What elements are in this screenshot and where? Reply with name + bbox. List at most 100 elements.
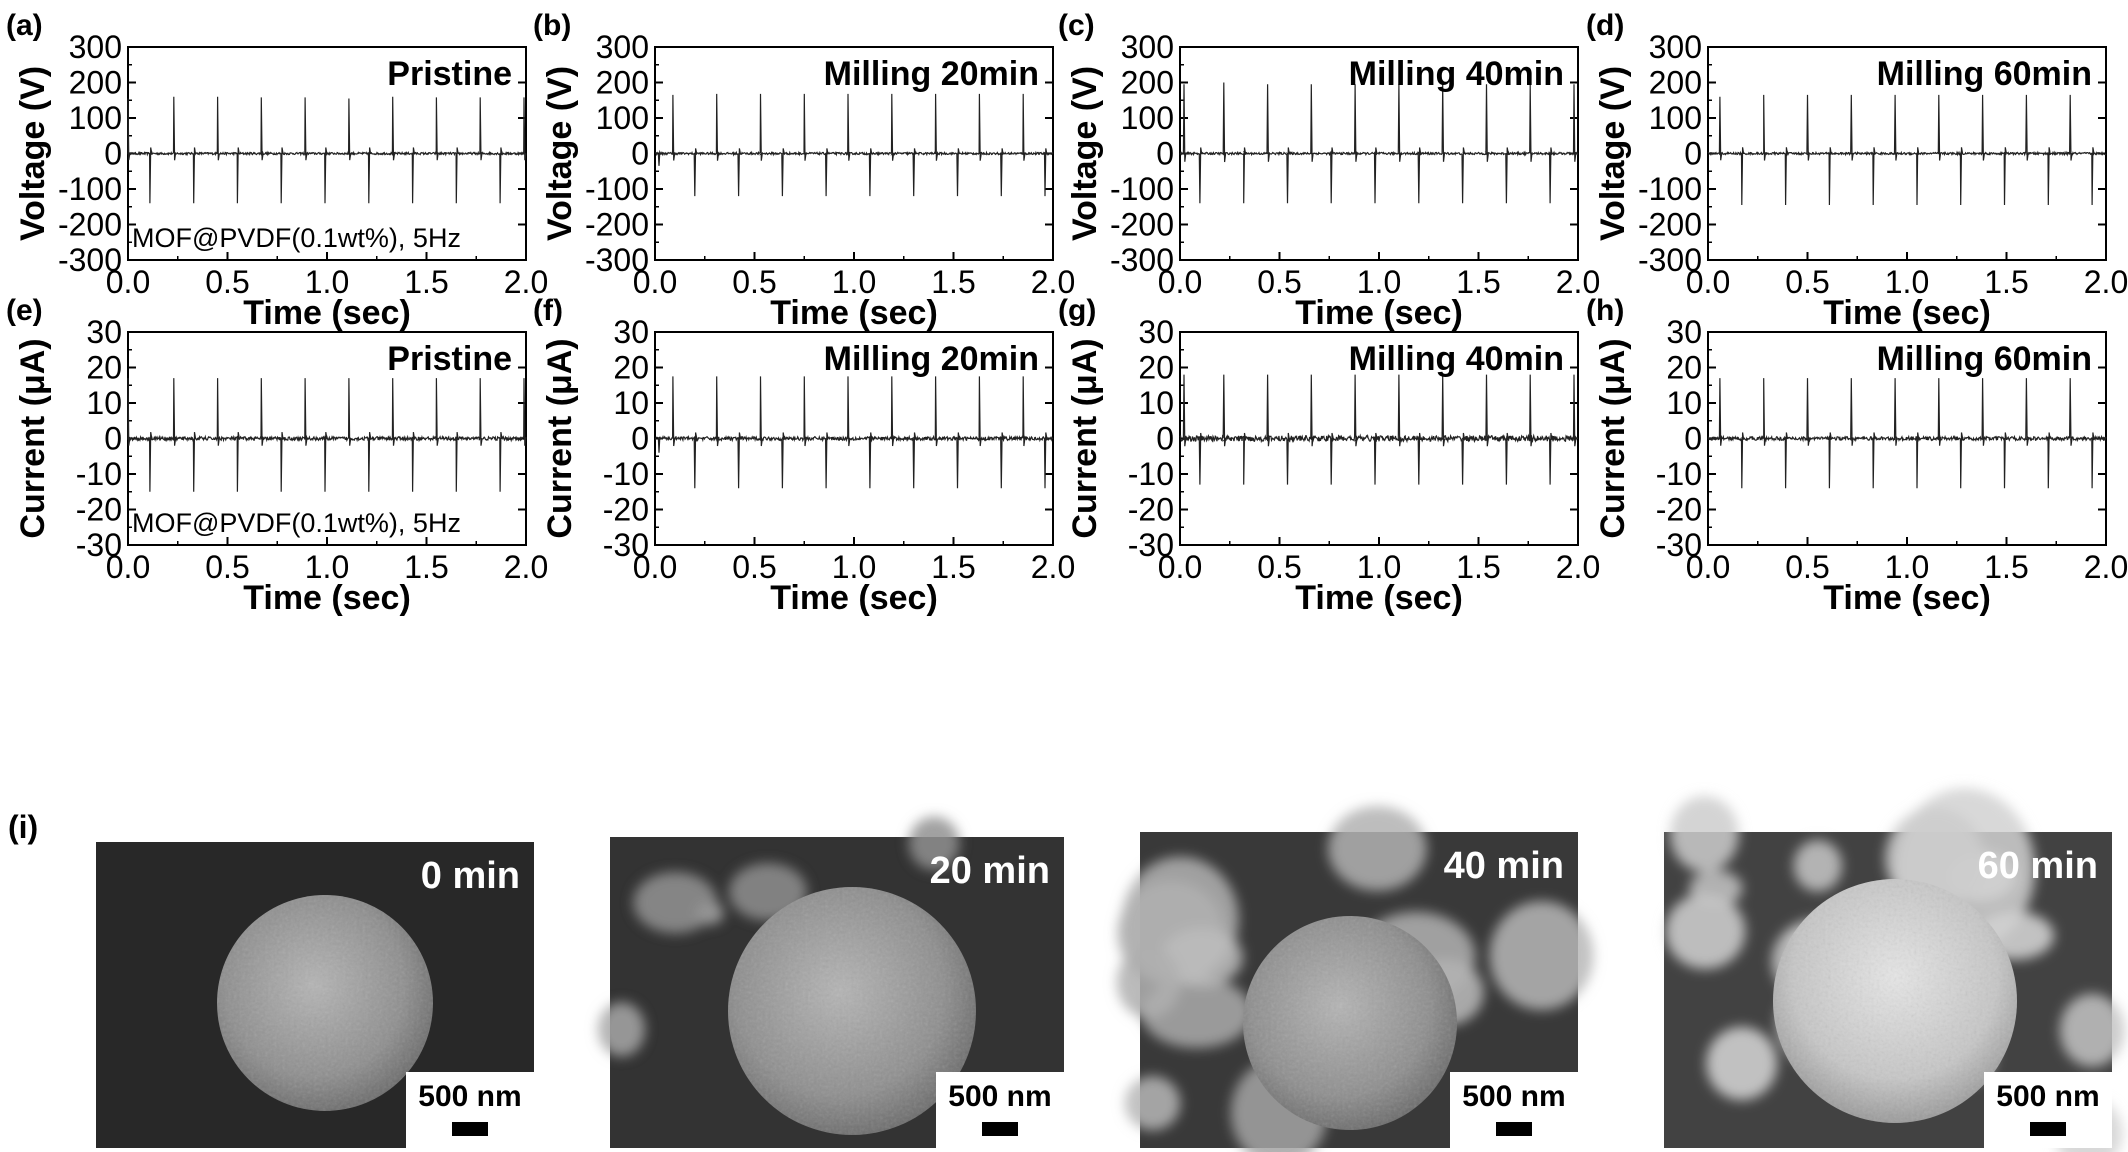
sem-image-40-min: 40 min 500 nm [1116,806,1594,1152]
x-tick-label: 0.0 [633,549,677,585]
y-tick-label: -100 [585,171,649,207]
panel-label: (d) [1586,9,1624,42]
x-tick-label: 0.5 [1785,264,1829,300]
x-axis-title: Time (sec) [770,294,938,332]
y-tick-label: 20 [1666,350,1702,386]
y-tick-label: 100 [596,100,649,136]
x-tick-label: 1.5 [1984,549,2028,585]
x-tick-label: 1.0 [832,549,876,585]
y-tick-label: -10 [76,456,122,492]
y-tick-label: 10 [1666,385,1702,421]
x-tick-label: 1.0 [305,549,349,585]
x-axis-title: Time (sec) [1823,579,1991,617]
x-axis-title: Time (sec) [1295,294,1463,332]
sem-image-0-min: 0 min 500 nm [96,842,534,1148]
y-tick-label: -30 [603,527,649,563]
y-tick-label: 300 [1121,29,1174,65]
sem-particle-texture [728,887,976,1135]
y-tick-label: -10 [603,456,649,492]
x-tick-label: 0.0 [633,264,677,300]
y-tick-label: 300 [596,29,649,65]
y-tick-label: -10 [1656,456,1702,492]
x-tick-label: 0.5 [1257,549,1301,585]
sem-particle-texture [217,895,433,1111]
condition-annotation: Milling 20min [824,55,1039,93]
y-tick-label: 30 [613,314,649,350]
x-tick-label: 1.5 [1456,549,1500,585]
y-tick-label: 30 [86,314,122,350]
scale-bar-label: 500 nm [418,1080,521,1113]
x-tick-label: 0.0 [106,264,150,300]
y-tick-label: -100 [58,171,122,207]
x-axis-title: Time (sec) [770,579,938,617]
x-tick-label: 2.0 [1556,549,1600,585]
scale-bar [982,1122,1018,1136]
y-tick-label: 200 [1649,65,1702,101]
y-tick-label: -30 [76,527,122,563]
y-axis-title: Current (μA) [1066,338,1104,538]
sem-time-label: 20 min [930,850,1050,892]
y-tick-label: -200 [58,207,122,243]
series-line [1179,374,1579,485]
panel-label: (f) [533,294,563,327]
y-tick-label: 10 [1138,385,1174,421]
y-tick-label: -20 [76,492,122,528]
panel-label: (a) [6,9,43,42]
y-tick-label: 30 [1138,314,1174,350]
sem-time-label: 40 min [1444,845,1564,887]
y-tick-label: -300 [58,242,122,278]
x-tick-label: 1.5 [1456,264,1500,300]
series-line [127,96,527,204]
y-tick-label: 100 [69,100,122,136]
x-tick-label: 0.5 [1785,549,1829,585]
y-tick-label: 300 [69,29,122,65]
y-tick-label: 10 [86,385,122,421]
y-axis-title: Current (μA) [1594,338,1632,538]
x-tick-label: 1.5 [404,549,448,585]
y-tick-label: 200 [1121,65,1174,101]
condition-annotation: Pristine [387,340,512,378]
y-tick-label: 0 [1684,136,1702,172]
y-tick-label: -100 [1110,171,1174,207]
scale-bar [452,1122,488,1136]
sem-image-60-min: 60 min 500 nm [1664,788,2125,1152]
sem-time-label: 0 min [421,855,520,897]
x-tick-label: 0.5 [732,264,776,300]
series-line [1179,82,1579,204]
y-tick-label: 30 [1666,314,1702,350]
x-tick-label: 2.0 [1031,549,1075,585]
y-tick-label: 20 [613,350,649,386]
x-tick-label: 1.0 [1885,549,1929,585]
sample-annotation: MOF@PVDF(0.1wt%), 5Hz [132,508,461,538]
y-tick-label: -100 [1638,171,1702,207]
series-line [1707,94,2107,206]
x-tick-label: 2.0 [1556,264,1600,300]
y-tick-label: -20 [1656,492,1702,528]
y-tick-label: 10 [613,385,649,421]
x-tick-label: 1.5 [931,264,975,300]
x-tick-label: 2.0 [2084,549,2128,585]
x-tick-label: 2.0 [504,549,548,585]
y-axis-title: Current (μA) [14,338,52,538]
panel-label: (e) [6,294,43,327]
y-tick-label: 300 [1649,29,1702,65]
panel-label: (c) [1058,9,1095,42]
x-tick-label: 2.0 [504,264,548,300]
x-tick-label: 0.0 [1158,549,1202,585]
y-tick-label: -200 [585,207,649,243]
x-tick-label: 2.0 [2084,264,2128,300]
x-tick-label: 1.5 [404,264,448,300]
x-tick-label: 1.0 [1357,264,1401,300]
condition-annotation: Milling 20min [824,340,1039,378]
x-axis-title: Time (sec) [1295,579,1463,617]
x-tick-label: 0.0 [106,549,150,585]
sem-image-20-min: 20 min 500 nm [597,816,1064,1148]
y-tick-label: -20 [603,492,649,528]
x-tick-label: 0.0 [1158,264,1202,300]
x-tick-label: 1.0 [832,264,876,300]
y-tick-label: -300 [1110,242,1174,278]
